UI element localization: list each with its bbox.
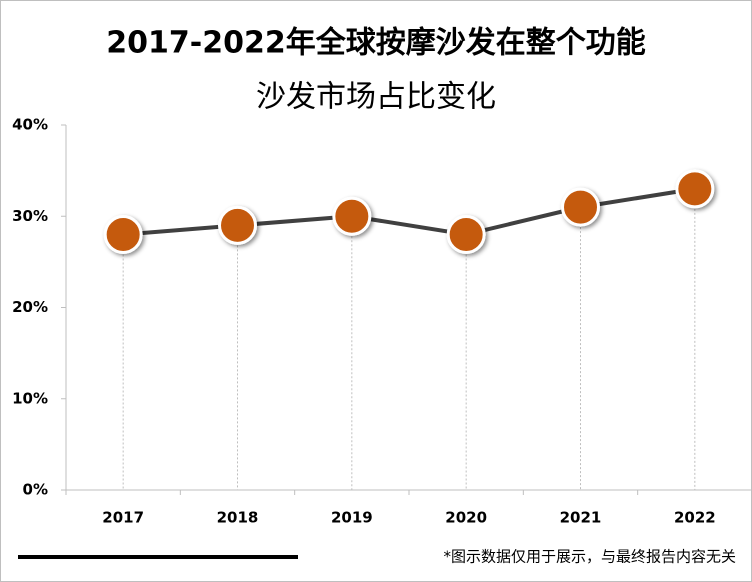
marker [332, 196, 372, 236]
y-tick-label: 10% [12, 389, 48, 407]
marker [561, 187, 600, 227]
x-tick-label: 2019 [331, 509, 373, 527]
y-tick-label: 0% [23, 481, 48, 499]
x-tick-label: 2017 [102, 509, 144, 527]
y-tick-label: 30% [12, 207, 48, 225]
x-tick-label: 2018 [217, 509, 259, 527]
y-tick-label: 40% [12, 116, 48, 134]
chart-title: 2017-2022年全球按摩沙发在整个功能 [106, 26, 645, 61]
note: *图示数据仅用于展示，与最终报告内容无关 [443, 548, 736, 566]
y-tick-label: 20% [12, 298, 48, 316]
marker [675, 169, 715, 209]
chart-title: 沙发市场占比变化 [256, 80, 496, 115]
x-tick-label: 2020 [445, 509, 487, 527]
x-tick-label: 2021 [560, 509, 602, 527]
marker [446, 215, 486, 254]
x-tick-label: 2022 [674, 509, 716, 527]
marker [218, 205, 257, 245]
marker [103, 215, 143, 254]
